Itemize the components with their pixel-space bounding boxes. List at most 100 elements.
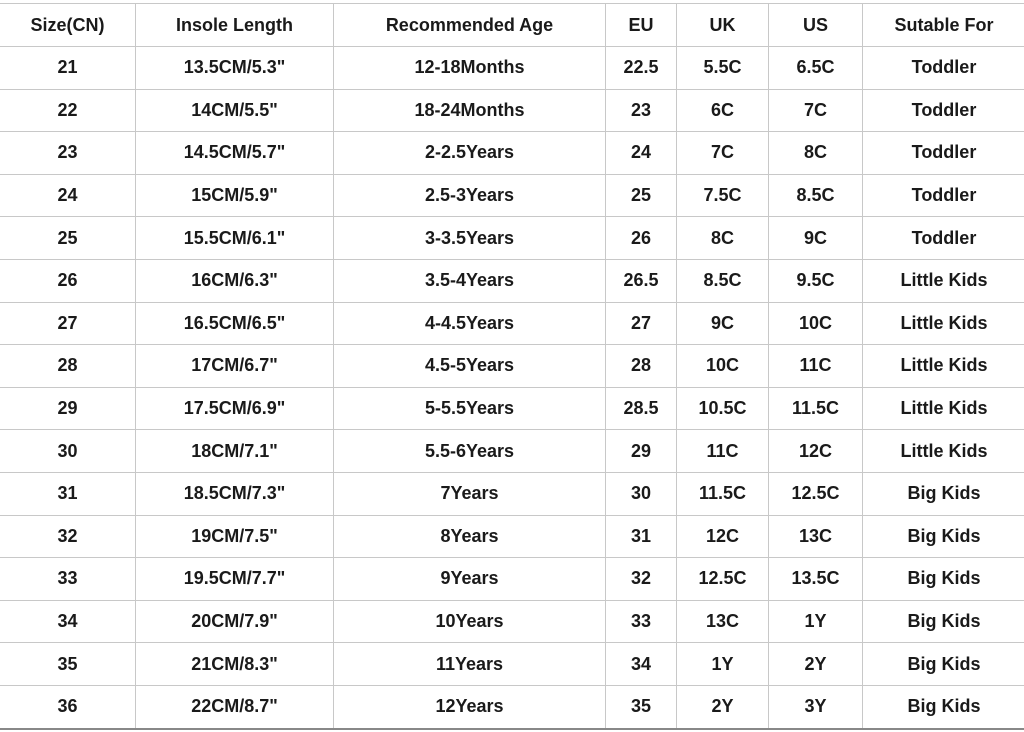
table-row: 34 20CM/7.9" 10Years 33 13C 1Y Big Kids bbox=[0, 599, 1024, 644]
table-cell: 30 bbox=[0, 429, 136, 473]
table-cell: 33 bbox=[0, 557, 136, 601]
table-cell: 8C bbox=[676, 216, 769, 260]
table-cell: Big Kids bbox=[862, 684, 1024, 730]
table-cell: 26.5 bbox=[605, 258, 677, 303]
table-cell: Little Kids bbox=[862, 301, 1024, 346]
table-cell: 7C bbox=[676, 131, 769, 175]
table-cell: 5.5-6Years bbox=[333, 429, 606, 473]
table-cell: 10.5C bbox=[676, 386, 769, 431]
table-cell: 21 bbox=[0, 46, 136, 90]
column-header: EU bbox=[605, 3, 677, 47]
table-cell: 35 bbox=[605, 684, 677, 730]
table-cell: 11.5C bbox=[676, 471, 769, 516]
table-cell: 12.5C bbox=[676, 557, 769, 601]
table-cell: 17.5CM/6.9" bbox=[135, 386, 334, 431]
table-cell: 5.5C bbox=[676, 46, 769, 90]
table-cell: 28.5 bbox=[605, 386, 677, 431]
table-cell: 7.5C bbox=[676, 173, 769, 218]
table-cell: 7C bbox=[768, 88, 863, 133]
table-cell: 2Y bbox=[768, 642, 863, 686]
table-cell: Toddler bbox=[862, 216, 1024, 260]
table-cell: 22.5 bbox=[605, 46, 677, 90]
table-cell: 3Y bbox=[768, 684, 863, 730]
table-cell: 14.5CM/5.7" bbox=[135, 131, 334, 175]
size-chart-table: Size(CN) Insole Length Recommended Age EU UK… bbox=[0, 3, 1024, 730]
table-cell: 8C bbox=[768, 131, 863, 175]
table-row: 36 22CM/8.7" 12Years 35 2Y 3Y Big Kids bbox=[0, 684, 1024, 730]
table-cell: 6.5C bbox=[768, 46, 863, 90]
table-cell: 15CM/5.9" bbox=[135, 173, 334, 218]
column-header: Sutable For bbox=[862, 3, 1024, 47]
table-cell: 13.5CM/5.3" bbox=[135, 46, 334, 90]
table-cell: 13C bbox=[768, 514, 863, 559]
table-row: 24 15CM/5.9" 2.5-3Years 25 7.5C 8.5C Toddler bbox=[0, 173, 1024, 218]
table-cell: 20CM/7.9" bbox=[135, 599, 334, 644]
table-row: 31 18.5CM/7.3" 7Years 30 11.5C 12.5C Big Kids bbox=[0, 471, 1024, 516]
table-cell: Big Kids bbox=[862, 514, 1024, 559]
table-cell: Big Kids bbox=[862, 471, 1024, 516]
table-cell: 23 bbox=[605, 88, 677, 133]
table-cell: 8.5C bbox=[768, 173, 863, 218]
table-cell: 3.5-4Years bbox=[333, 258, 606, 303]
table-cell: 25 bbox=[0, 216, 136, 260]
table-cell: 11.5C bbox=[768, 386, 863, 431]
table-cell: Toddler bbox=[862, 88, 1024, 133]
table-cell: 1Y bbox=[676, 642, 769, 686]
table-cell: 33 bbox=[605, 599, 677, 644]
table-row: 29 17.5CM/6.9" 5-5.5Years 28.5 10.5C 11.5C Lit… bbox=[0, 386, 1024, 431]
table-cell: 36 bbox=[0, 684, 136, 730]
table-cell: 17CM/6.7" bbox=[135, 344, 334, 388]
table-cell: 18-24Months bbox=[333, 88, 606, 133]
column-header: UK bbox=[676, 3, 769, 47]
table-cell: 22 bbox=[0, 88, 136, 133]
table-row: 21 13.5CM/5.3" 12-18Months 22.5 5.5C 6.5C Todd… bbox=[0, 46, 1024, 90]
table-cell: Toddler bbox=[862, 46, 1024, 90]
table-cell: 29 bbox=[605, 429, 677, 473]
header-row: Size(CN) Insole Length Recommended Age EU UK… bbox=[0, 3, 1024, 47]
table-row: 23 14.5CM/5.7" 2-2.5Years 24 7C 8C Toddler bbox=[0, 131, 1024, 175]
table-cell: 4.5-5Years bbox=[333, 344, 606, 388]
table-cell: 9.5C bbox=[768, 258, 863, 303]
table-cell: 12C bbox=[768, 429, 863, 473]
table-cell: Big Kids bbox=[862, 642, 1024, 686]
table-row: 25 15.5CM/6.1" 3-3.5Years 26 8C 9C Toddler bbox=[0, 216, 1024, 260]
table-cell: 18CM/7.1" bbox=[135, 429, 334, 473]
table-cell: 8.5C bbox=[676, 258, 769, 303]
table-cell: 9C bbox=[676, 301, 769, 346]
table-cell: 19.5CM/7.7" bbox=[135, 557, 334, 601]
table-cell: 28 bbox=[0, 344, 136, 388]
table-cell: 11Years bbox=[333, 642, 606, 686]
table-cell: Big Kids bbox=[862, 557, 1024, 601]
table-cell: 24 bbox=[605, 131, 677, 175]
table-cell: 10C bbox=[676, 344, 769, 388]
column-header: US bbox=[768, 3, 863, 47]
table-cell: 14CM/5.5" bbox=[135, 88, 334, 133]
table-cell: 4-4.5Years bbox=[333, 301, 606, 346]
column-header: Size(CN) bbox=[0, 3, 136, 47]
table-cell: 11C bbox=[676, 429, 769, 473]
table-cell: 34 bbox=[0, 599, 136, 644]
table-cell: Toddler bbox=[862, 131, 1024, 175]
table-cell: 5-5.5Years bbox=[333, 386, 606, 431]
table-cell: 28 bbox=[605, 344, 677, 388]
table-cell: 23 bbox=[0, 131, 136, 175]
table-cell: 18.5CM/7.3" bbox=[135, 471, 334, 516]
table-cell: Little Kids bbox=[862, 344, 1024, 388]
table-cell: Little Kids bbox=[862, 429, 1024, 473]
table-cell: 12-18Months bbox=[333, 46, 606, 90]
table-cell: 27 bbox=[0, 301, 136, 346]
table-cell: 15.5CM/6.1" bbox=[135, 216, 334, 260]
table-cell: 13C bbox=[676, 599, 769, 644]
table-cell: 22CM/8.7" bbox=[135, 684, 334, 730]
table-cell: 9C bbox=[768, 216, 863, 260]
table-cell: 31 bbox=[0, 471, 136, 516]
table-cell: 1Y bbox=[768, 599, 863, 644]
table-cell: 30 bbox=[605, 471, 677, 516]
table-cell: 12.5C bbox=[768, 471, 863, 516]
table-cell: 32 bbox=[0, 514, 136, 559]
column-header: Insole Length bbox=[135, 3, 334, 47]
table-cell: 10C bbox=[768, 301, 863, 346]
table-cell: 2.5-3Years bbox=[333, 173, 606, 218]
table-cell: 6C bbox=[676, 88, 769, 133]
table-cell: 26 bbox=[0, 258, 136, 303]
